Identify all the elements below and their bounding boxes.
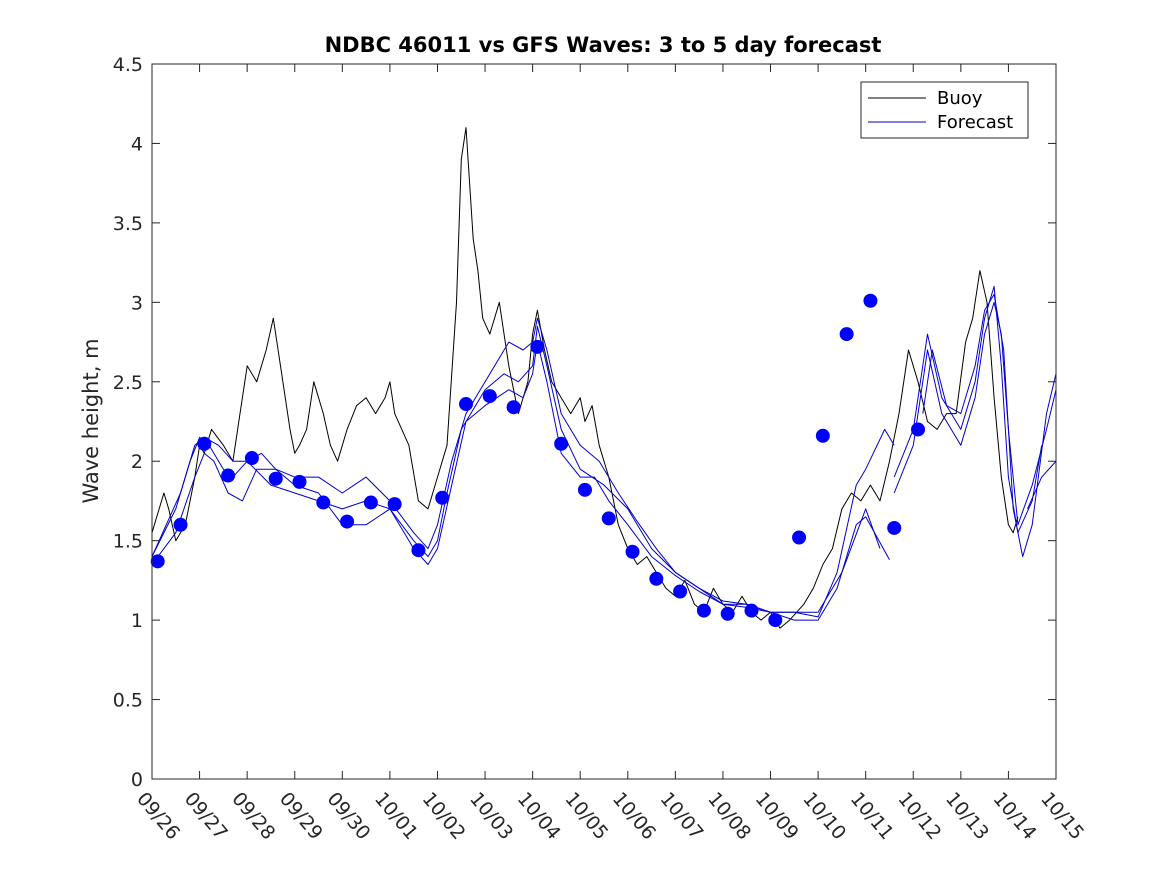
y-tick-label: 0.5 (113, 690, 143, 712)
forecast-point (696, 603, 711, 618)
y-axis: 0 0.5 1 1.5 2 2.5 3 3.5 4 4.5 (113, 54, 1056, 791)
forecast-point (792, 530, 807, 545)
forecast-point (911, 422, 926, 437)
y-tick-label: 2.5 (113, 372, 143, 394)
forecast-point (150, 554, 165, 569)
forecast-point (839, 327, 854, 342)
forecast-point (887, 520, 902, 535)
forecast-point (863, 293, 878, 308)
forecast-point (649, 571, 664, 586)
forecast-point (173, 517, 188, 532)
y-tick-label: 0 (131, 769, 143, 791)
series-layer (152, 127, 1056, 629)
forecast-point (815, 428, 830, 443)
y-tick-label: 1 (131, 610, 143, 632)
forecast-series-line (893, 301, 1056, 526)
y-axis-label: Wave height, m (79, 338, 103, 503)
forecast-point (387, 497, 402, 512)
forecast-point (459, 397, 474, 412)
forecast-point (601, 511, 616, 526)
forecast-point (625, 544, 640, 559)
forecast-point (363, 495, 378, 510)
forecast-point (506, 400, 521, 415)
forecast-point (221, 468, 236, 483)
forecast-point (482, 389, 497, 404)
points-layer (150, 293, 926, 628)
y-tick-label: 4.5 (113, 54, 143, 76)
forecast-point (673, 584, 688, 599)
y-tick-label: 1.5 (113, 531, 143, 553)
plot-area-frame (151, 63, 1057, 780)
forecast-point (577, 482, 592, 497)
forecast-point (292, 474, 307, 489)
legend-box (860, 81, 1029, 139)
chart-title: NDBC 46011 vs GFS Waves: 3 to 5 day fore… (325, 33, 882, 57)
forecast-series-line (152, 317, 895, 618)
legend-label-forecast: Forecast (937, 112, 1013, 133)
legend: Buoy Forecast (860, 81, 1029, 139)
y-tick-label: 2 (131, 451, 143, 473)
forecast-point (316, 495, 331, 510)
forecast-point (244, 451, 259, 466)
y-tick-label: 4 (131, 133, 143, 155)
forecast-point (530, 339, 545, 354)
forecast-point (197, 436, 212, 451)
forecast-point (720, 606, 735, 621)
forecast-point (744, 603, 759, 618)
legend-label-buoy: Buoy (937, 88, 983, 109)
forecast-point (768, 613, 783, 628)
forecast-point (340, 514, 355, 529)
forecast-point (554, 436, 569, 451)
forecast-point (411, 543, 426, 558)
y-tick-label: 3 (131, 292, 143, 314)
forecast-series-line (152, 325, 881, 613)
forecast-point (268, 471, 283, 486)
buoy-series-line (152, 127, 1019, 629)
forecast-series-line (1027, 460, 1056, 510)
y-tick-label: 3.5 (113, 213, 143, 235)
forecast-point (435, 490, 450, 505)
forecast-series-line (922, 293, 1056, 558)
